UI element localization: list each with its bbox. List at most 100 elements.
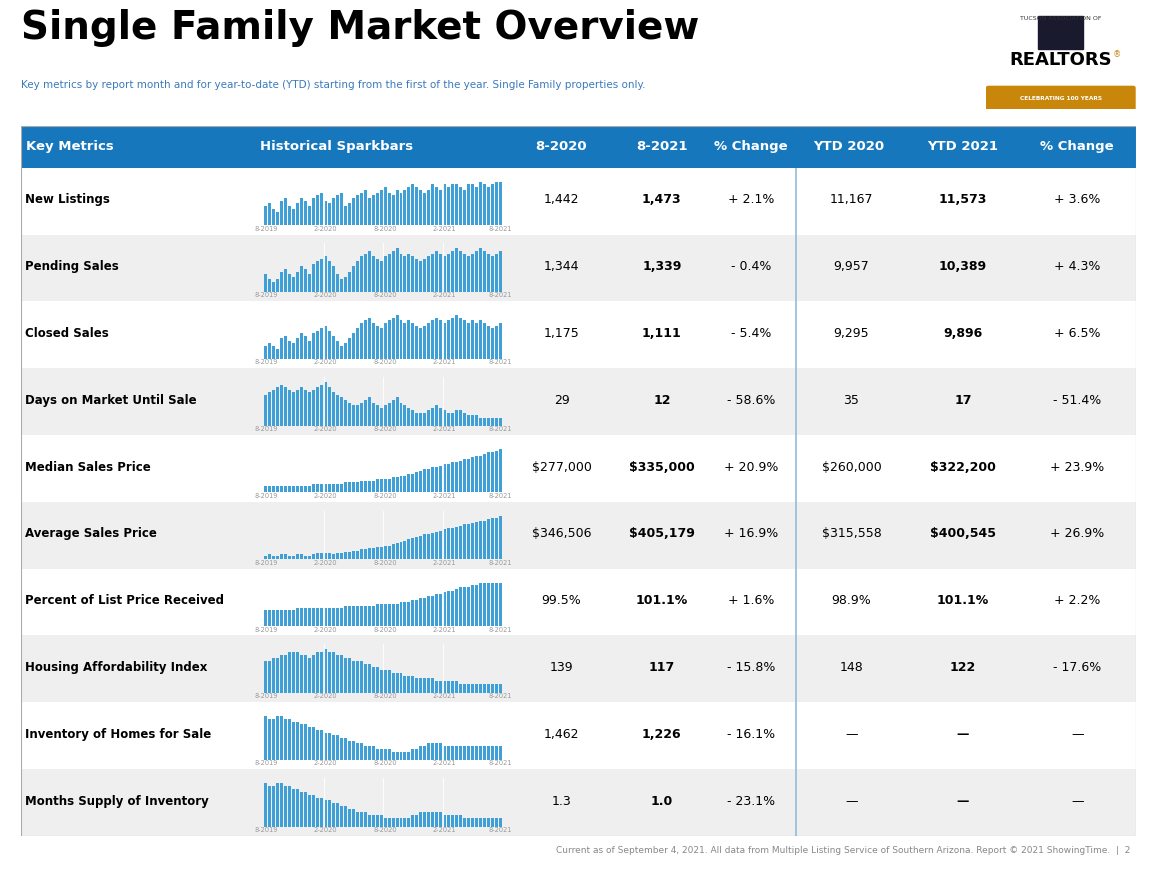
Bar xyxy=(292,343,295,359)
Text: 8-2019: 8-2019 xyxy=(254,827,278,833)
Bar xyxy=(304,555,307,560)
Bar xyxy=(423,599,427,627)
Bar xyxy=(420,746,422,760)
Bar xyxy=(285,610,287,627)
Bar xyxy=(428,744,430,760)
Bar xyxy=(423,679,427,693)
Bar xyxy=(392,318,394,359)
Bar xyxy=(352,607,355,627)
Text: —: — xyxy=(1071,728,1084,741)
Text: 8-2020: 8-2020 xyxy=(374,760,397,766)
Text: 8-2019: 8-2019 xyxy=(254,560,278,566)
Bar xyxy=(363,549,367,560)
Bar xyxy=(332,335,334,359)
Bar xyxy=(404,475,407,493)
Bar xyxy=(395,189,399,225)
Bar xyxy=(264,716,267,760)
Bar xyxy=(451,681,454,693)
Bar xyxy=(387,193,391,225)
Bar xyxy=(495,818,498,826)
Bar xyxy=(324,256,327,292)
Text: Current as of September 4, 2021. All data from Multiple Listing Service of South: Current as of September 4, 2021. All dat… xyxy=(556,846,1130,855)
Bar xyxy=(443,593,446,627)
Text: $405,179: $405,179 xyxy=(628,527,695,541)
Bar xyxy=(321,798,323,826)
Bar xyxy=(428,813,430,826)
Bar xyxy=(404,752,407,760)
Bar xyxy=(292,789,295,826)
Bar xyxy=(296,608,299,627)
Bar xyxy=(344,806,347,826)
Bar xyxy=(344,482,347,493)
Bar xyxy=(415,537,419,560)
Bar xyxy=(435,744,438,760)
Bar xyxy=(483,454,485,493)
Bar xyxy=(264,783,267,826)
Bar xyxy=(447,815,450,826)
Bar xyxy=(399,402,402,426)
Bar xyxy=(379,479,383,493)
Bar xyxy=(379,749,383,760)
Bar xyxy=(395,249,399,292)
Bar xyxy=(415,187,419,225)
Bar xyxy=(280,271,284,292)
Bar xyxy=(459,815,462,826)
Text: 1,473: 1,473 xyxy=(642,193,681,206)
Bar xyxy=(392,544,394,560)
Bar xyxy=(467,459,470,493)
Bar xyxy=(368,664,371,693)
Bar xyxy=(443,256,446,292)
Text: - 16.1%: - 16.1% xyxy=(728,728,775,741)
Bar xyxy=(371,667,375,693)
Bar xyxy=(280,655,284,693)
Bar xyxy=(292,393,295,426)
Bar xyxy=(321,653,323,693)
Bar xyxy=(327,800,331,826)
Bar xyxy=(360,481,363,493)
Bar xyxy=(371,402,375,426)
Text: —: — xyxy=(957,728,969,741)
Bar xyxy=(387,254,391,292)
Bar xyxy=(277,658,279,693)
Bar xyxy=(336,735,339,760)
Bar xyxy=(356,196,359,225)
Bar xyxy=(431,596,435,627)
Bar xyxy=(332,393,334,426)
Text: 29: 29 xyxy=(553,394,570,407)
Bar xyxy=(300,388,303,426)
Bar xyxy=(451,251,454,292)
Bar xyxy=(399,321,402,359)
Bar xyxy=(348,203,351,225)
Bar xyxy=(459,410,462,426)
Bar xyxy=(491,328,493,359)
Text: 2-2021: 2-2021 xyxy=(432,827,457,833)
Bar xyxy=(340,193,342,225)
Bar xyxy=(478,321,482,359)
Bar xyxy=(304,201,307,225)
Bar xyxy=(475,251,478,292)
Bar xyxy=(415,413,419,426)
Text: 8-2021: 8-2021 xyxy=(489,560,512,566)
Bar xyxy=(376,405,378,426)
Bar xyxy=(428,534,430,560)
Bar xyxy=(455,315,458,359)
Bar xyxy=(435,594,438,627)
Bar xyxy=(264,661,267,693)
Bar xyxy=(272,658,276,693)
Bar xyxy=(288,653,292,693)
Text: 11,573: 11,573 xyxy=(939,193,987,206)
Bar xyxy=(288,341,292,359)
Bar xyxy=(495,518,498,560)
Bar xyxy=(399,818,402,826)
Bar xyxy=(495,746,498,760)
Bar xyxy=(269,393,271,426)
Bar xyxy=(464,254,466,292)
Bar xyxy=(308,206,311,225)
Bar xyxy=(324,484,327,493)
Bar xyxy=(455,462,458,493)
Text: 8-2020: 8-2020 xyxy=(374,693,397,700)
Bar xyxy=(269,203,271,225)
Bar xyxy=(269,486,271,493)
Bar xyxy=(356,405,359,426)
Bar xyxy=(451,462,454,493)
